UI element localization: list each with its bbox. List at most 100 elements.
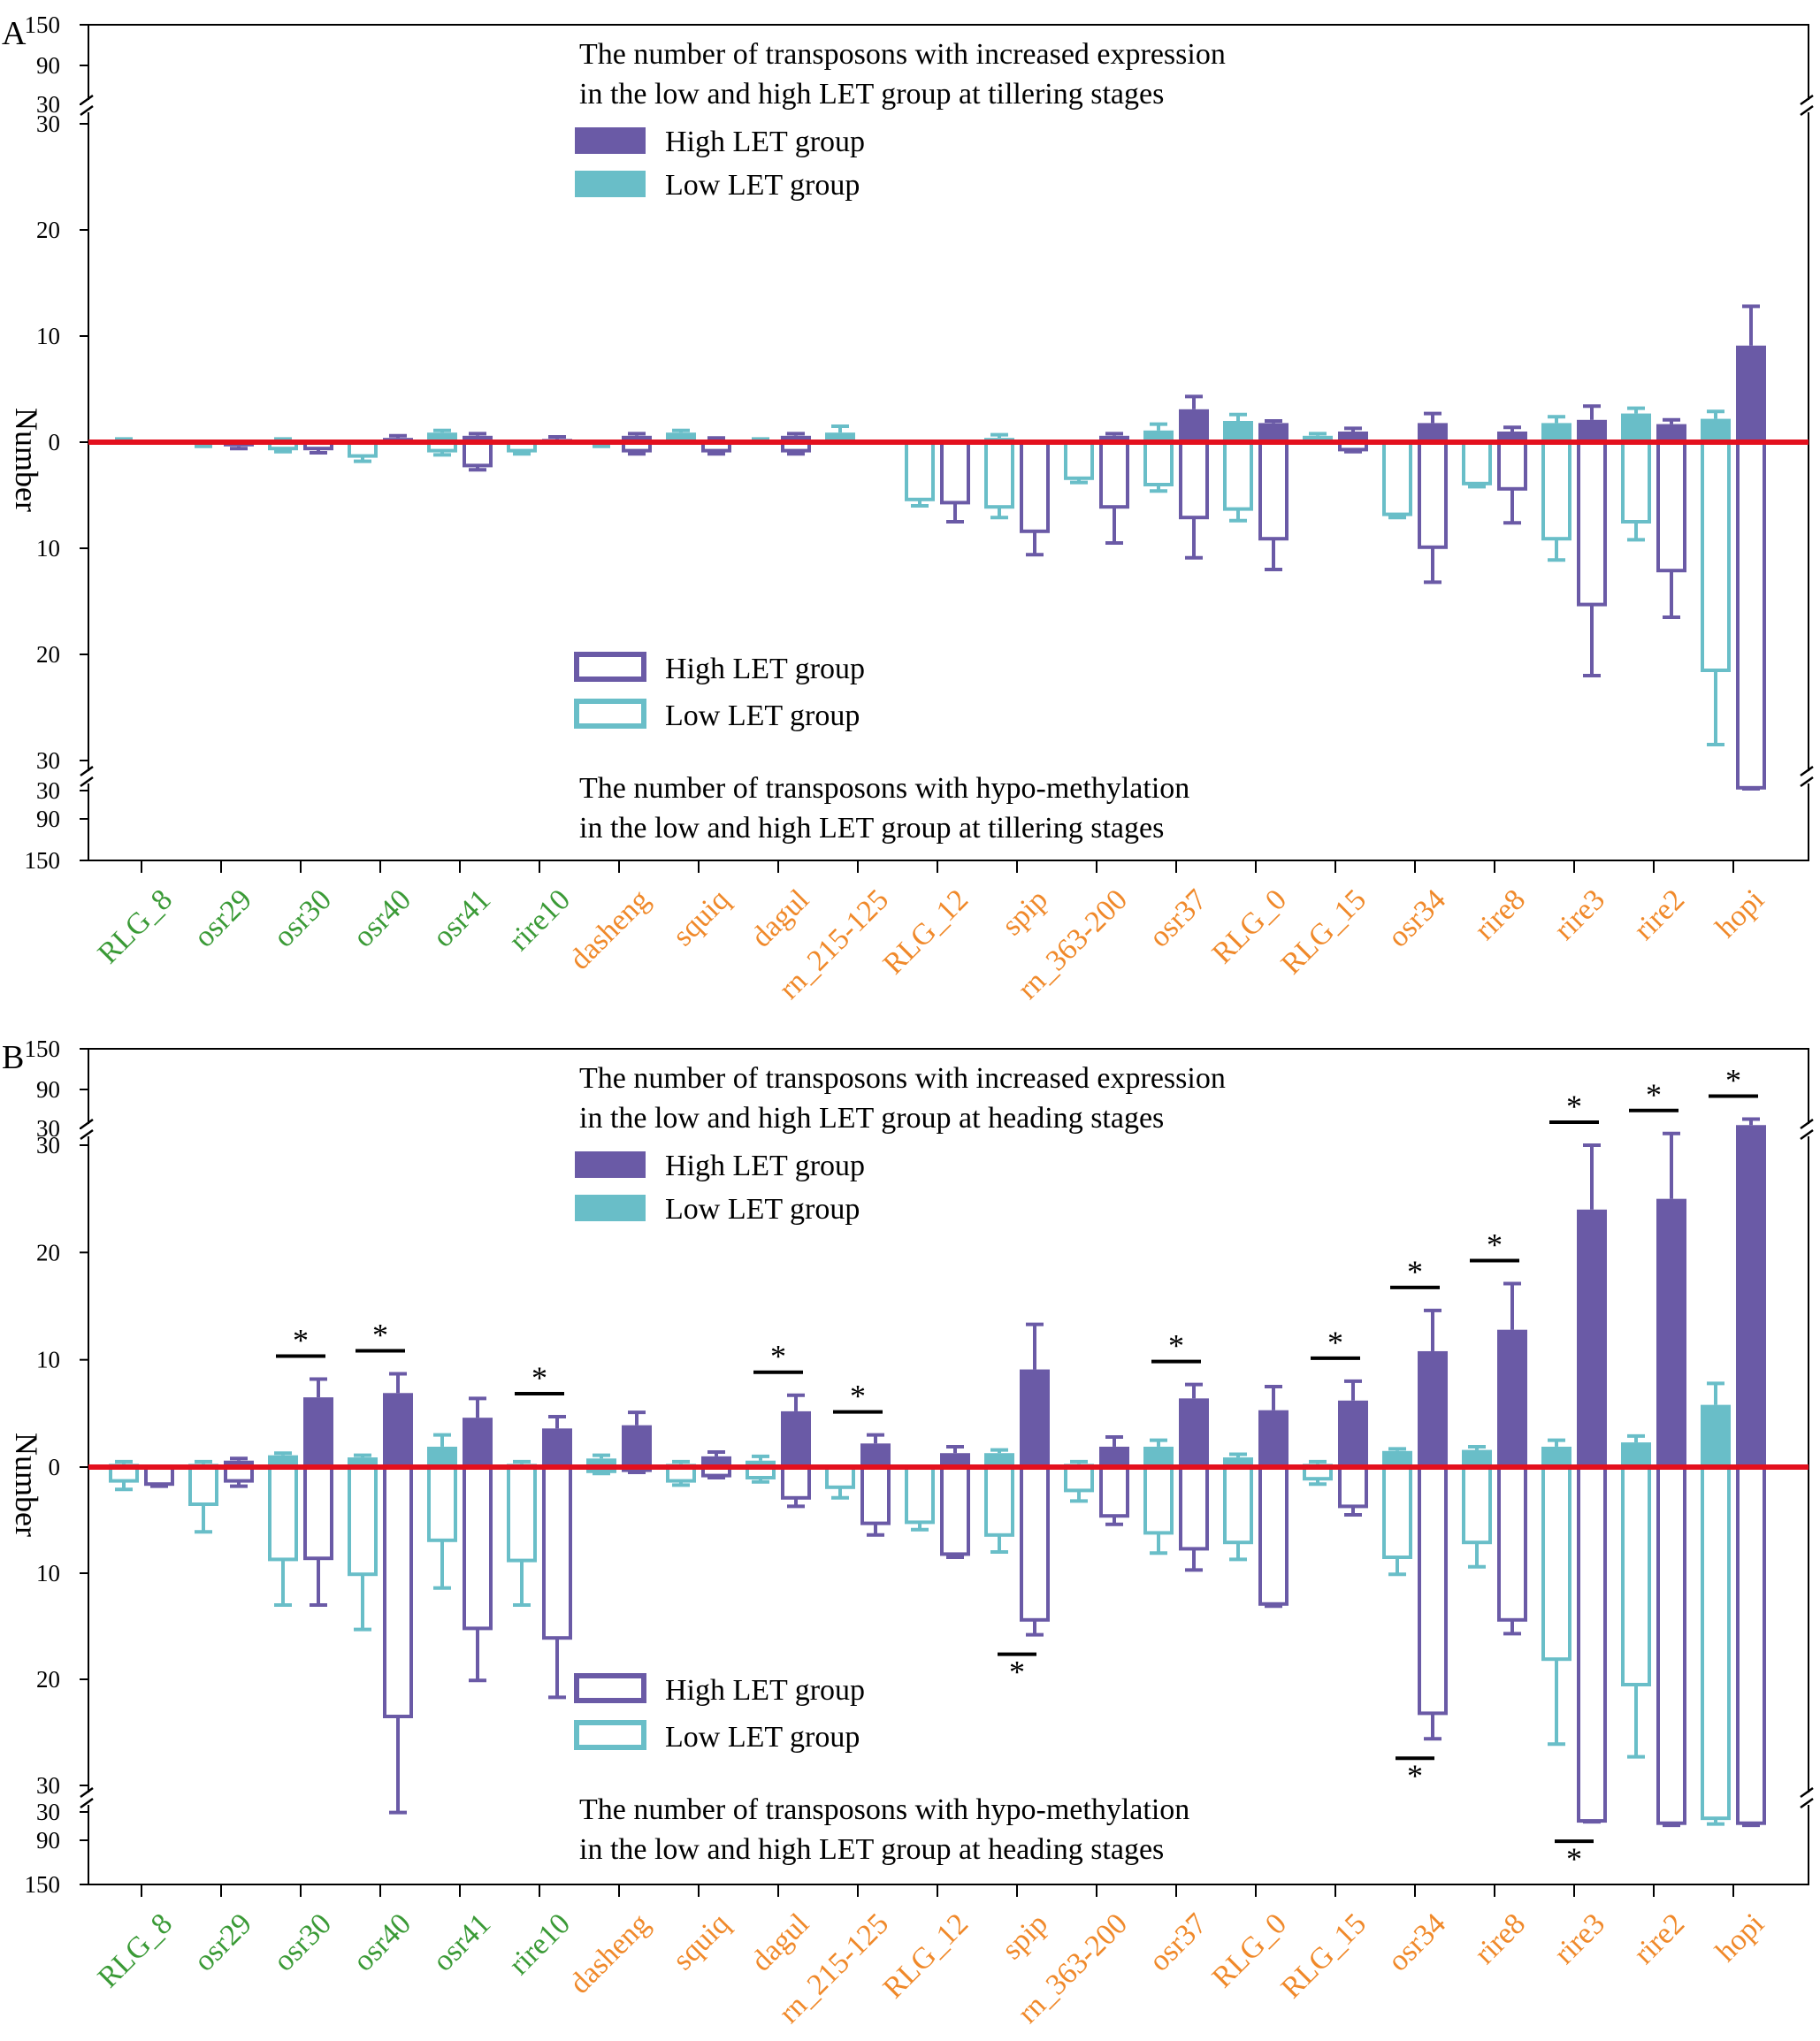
panel-b-ytick-label: 20	[36, 1239, 60, 1265]
panel-b-category-label-osr41: osr41	[426, 1907, 497, 1978]
panel-b-bar-increased-low-rire8	[1462, 1449, 1492, 1467]
panel-a-bar-hypomethylation-low-rire3	[1541, 440, 1571, 541]
panel-a-bottom-title-line1: The number of transposons with hypo-meth…	[579, 772, 1189, 805]
panel-b-bar-hypomethylation-high-dagul	[781, 1465, 811, 1500]
panel-b-bar-hypomethylation-high-rn-215-125	[860, 1465, 891, 1525]
panel-b-axis-break-gap	[81, 1793, 96, 1805]
panel-a-axis-break-mark	[80, 765, 94, 788]
panel-b-bar-increased-low-osr41	[427, 1446, 457, 1467]
panel-b-legend-top-label-low: Low LET group	[665, 1193, 860, 1226]
panel-a-category-label-osr37: osr37	[1143, 883, 1213, 954]
panel-b-bar-increased-low-spip	[984, 1453, 1014, 1467]
panel-a-category-label-osr34: osr34	[1381, 883, 1452, 954]
panel-a-bar-hypomethylation-high-hopi	[1736, 440, 1766, 790]
panel-b-significance-star-top-rn-215-125: *	[850, 1379, 866, 1414]
panel-b-bar-increased-high-rlg-15	[1338, 1400, 1368, 1467]
panel-a-category-label-rlg-12: RLG_12	[877, 883, 975, 981]
panel-b-bar-hypomethylation-high-spip	[1020, 1465, 1050, 1622]
panel-b-bar-hypomethylation-low-osr29	[188, 1465, 218, 1506]
panel-a-bar-hypomethylation-high-rn-363-200	[1099, 440, 1129, 509]
panel-b-bar-hypomethylation-high-rlg-15	[1338, 1465, 1368, 1509]
panel-a-axis-break-gap	[81, 771, 96, 784]
panel-b-bar-hypomethylation-low-spip	[984, 1465, 1014, 1537]
panel-b-bar-hypomethylation-low-rire2	[1621, 1465, 1651, 1686]
panel-b-bar-increased-high-osr29	[224, 1460, 254, 1467]
panel-b-category-label-hopi: hopi	[1709, 1907, 1770, 1968]
panel-a-category-label-rire3: rire3	[1549, 883, 1612, 947]
panel-b-bar-hypomethylation-low-rn-363-200	[1064, 1465, 1094, 1493]
panel-a-ytick-label: 30	[36, 777, 60, 804]
panel-b-bar-hypomethylation-high-rlg-12	[940, 1465, 970, 1556]
panel-a-axis-break-gap	[1801, 771, 1816, 784]
panel-b-bar-increased-low-osr30	[268, 1455, 298, 1467]
panel-b-bar-increased-low-hopi	[1701, 1404, 1731, 1467]
panel-b-bar-hypomethylation-high-rlg-0	[1258, 1465, 1289, 1606]
panel-a-bar-increased-high-rlg-0	[1258, 423, 1289, 442]
panel-a-bar-increased-high-hopi	[1736, 345, 1766, 442]
panel-b-legend-top-swatch-high	[575, 1151, 646, 1178]
panel-a-category-label-osr29: osr29	[187, 883, 258, 954]
panel-a-ytick-label: 20	[36, 641, 60, 668]
panel-b-bar-increased-low-dasheng	[586, 1458, 616, 1467]
panel-a-y-axis-label: Number	[9, 408, 44, 512]
panel-a-bar-increased-high-dagul	[781, 435, 811, 442]
panel-a-ytick-label: 150	[25, 11, 61, 38]
panel-b-legend-bottom-label-low: Low LET group	[665, 1721, 860, 1754]
panel-b-legend-top-swatch-low	[575, 1195, 646, 1221]
panel-a-ytick-label: 10	[36, 323, 60, 349]
panel-b-significance-star-top-rire10: *	[531, 1360, 547, 1395]
panel-a-legend-top-swatch-high	[575, 127, 646, 154]
panel-a-category-label-dasheng: dasheng	[563, 883, 656, 976]
panel-b-bar-increased-high-spip	[1020, 1369, 1050, 1467]
panel-b-category-label-rire3: rire3	[1549, 1907, 1612, 1971]
panel-b-category-label-osr29: osr29	[187, 1907, 258, 1978]
panel-b-bar-increased-high-squiq	[701, 1456, 731, 1467]
panel-a-axis-break-mark	[1800, 765, 1814, 788]
panel-b-bar-increased-high-rire8	[1497, 1329, 1527, 1467]
panel-b-ytick-label: 90	[36, 1076, 60, 1103]
panel-b-bar-hypomethylation-high-rn-363-200	[1099, 1465, 1129, 1518]
panel-b-category-label-osr37: osr37	[1143, 1907, 1213, 1978]
panel-b-bar-increased-high-osr30	[303, 1397, 333, 1467]
panel-a-axis-break-gap	[81, 100, 96, 112]
panel-b-ytick-label: 10	[36, 1347, 60, 1373]
panel-a-bar-hypomethylation-low-osr34	[1382, 440, 1412, 516]
panel-b-ytick-label: 30	[36, 1772, 60, 1799]
panel-b-bar-increased-high-osr37	[1179, 1398, 1209, 1467]
panel-a-bar-hypomethylation-low-rlg-0	[1223, 440, 1253, 511]
panel-b-category-label-dasheng: dasheng	[563, 1907, 656, 2000]
panel-a-category-label-rlg-15: RLG_15	[1275, 883, 1373, 981]
panel-b-letter: B	[2, 1039, 24, 1076]
panel-b-bar-increased-high-rire2	[1656, 1198, 1686, 1467]
panel-a-category-label-spip: spip	[996, 883, 1054, 942]
panel-b-axis-break-mark	[80, 1786, 94, 1809]
panel-b-significance-star-top-rire8: *	[1487, 1227, 1503, 1263]
panel-b-bar-hypomethylation-high-osr41	[463, 1465, 493, 1631]
panel-a-bar-hypomethylation-high-osr34	[1418, 440, 1448, 549]
panel-b-axis-break-mark	[80, 1118, 94, 1141]
panel-b-category-label-rire8: rire8	[1469, 1907, 1533, 1971]
panel-b-category-label-osr30: osr30	[267, 1907, 338, 1978]
panel-b-bar-increased-low-osr37	[1143, 1446, 1174, 1467]
panel-a-category-label-rire2: rire2	[1628, 883, 1692, 947]
panel-b-legend-top-label-high: High LET group	[665, 1150, 865, 1182]
panel-b-significance-star-top-rlg-15: *	[1327, 1325, 1343, 1360]
panel-a-ytick-label: 20	[36, 217, 60, 243]
panel-a-category-label-osr41: osr41	[426, 883, 497, 954]
panel-b-bar-increased-high-rn-363-200	[1099, 1446, 1129, 1467]
panel-b-bar-increased-low-rire2	[1621, 1442, 1651, 1467]
panel-b-bar-hypomethylation-low-osr30	[268, 1465, 298, 1562]
panel-b-ytick-label: 30	[36, 1115, 60, 1142]
panel-a-bar-increased-low-rire3	[1541, 423, 1571, 442]
panel-a-bar-hypomethylation-low-osr37	[1143, 440, 1174, 486]
panel-a-legend-bottom-swatch-high	[574, 652, 646, 682]
panel-b-bar-increased-high-osr41	[463, 1418, 493, 1467]
panel-a-category-label-osr40: osr40	[347, 883, 417, 954]
panel-a-legend-bottom-swatch-low	[574, 699, 646, 729]
panel-a-ytick-label: 10	[36, 535, 60, 562]
panel-a-bar-increased-high-osr37	[1179, 409, 1209, 442]
panel-a-bar-increased-high-rire2	[1656, 424, 1686, 442]
